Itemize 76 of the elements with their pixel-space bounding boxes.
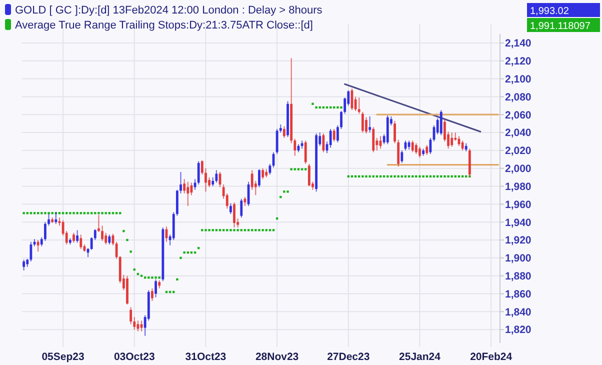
x-tick-label: 20Feb24 <box>470 351 512 363</box>
text: 1,993.02 <box>530 6 570 17</box>
candlestick <box>276 128 278 155</box>
candlestick <box>72 232 75 244</box>
candlestick <box>140 320 143 332</box>
legend-label: Average True Range Trailing Stops:Dy:21:3.75ATR Close::[d] <box>15 20 313 32</box>
candlestick <box>304 140 307 164</box>
candlestick <box>136 320 140 332</box>
candlestick <box>440 110 442 136</box>
y-tick-label: 1,940 <box>505 216 532 229</box>
candlestick <box>282 126 286 138</box>
candlestick <box>240 198 243 218</box>
y-tick-label: 2,080 <box>505 91 532 104</box>
y-tick-label: 2,000 <box>505 163 532 176</box>
candlestick <box>130 306 132 325</box>
candlestick <box>336 124 339 143</box>
y-tick-label: 2,120 <box>505 56 532 68</box>
candlestick <box>444 118 446 142</box>
candlestick <box>215 170 218 184</box>
y-tick-label: 2,140 <box>505 38 532 50</box>
x-tick-label: 05Sep23 <box>42 351 85 363</box>
candlestick <box>180 171 182 194</box>
y-tick-label: 1,820 <box>505 324 532 336</box>
candlestick <box>183 178 186 194</box>
candlestick <box>418 146 421 158</box>
y-tick-label: 1,860 <box>505 288 532 300</box>
candlestick <box>233 202 236 228</box>
candlestick <box>76 230 79 244</box>
candlestick <box>154 278 157 298</box>
candlestick <box>372 126 375 153</box>
legend-label: GOLD [ GC ]:Dy:[d] 13Feb2024 12:00 London : Delay > 8hours <box>15 4 323 16</box>
candlestick <box>22 259 26 271</box>
candlestick <box>229 202 232 215</box>
candlestick <box>108 234 111 245</box>
candlestick <box>258 168 260 188</box>
candlestick <box>80 234 82 250</box>
candlestick <box>101 225 104 242</box>
candlestick <box>400 150 404 164</box>
x-tick-label: 31Oct23 <box>185 351 226 363</box>
candlestick <box>208 176 210 188</box>
candlestick <box>36 240 40 252</box>
candlestick <box>426 144 428 156</box>
candlestick <box>414 142 418 155</box>
y-tick-label: 2,060 <box>505 109 532 122</box>
y-tick-label: 2,040 <box>505 127 532 140</box>
y-tick-label: 2,100 <box>505 73 532 86</box>
candlestick <box>429 137 432 155</box>
candlestick <box>322 132 325 153</box>
candlestick <box>411 140 414 153</box>
x-tick-label: 28Nov23 <box>255 351 299 363</box>
candlestick <box>48 214 50 226</box>
y-tick-label: 1,920 <box>505 234 532 247</box>
y-tick-label: 1,900 <box>505 252 532 265</box>
candlestick <box>329 128 332 148</box>
x-tick-label: 03Oct23 <box>114 351 155 363</box>
text: 1,991.118097 <box>530 21 591 32</box>
candlestick <box>361 111 364 134</box>
x-tick-label: 27Dec23 <box>327 351 370 363</box>
candlestick <box>197 160 200 185</box>
candlestick <box>262 168 264 180</box>
candlestick <box>365 116 368 134</box>
y-tick-label: 2,020 <box>505 145 532 158</box>
candlestick <box>44 222 46 242</box>
candlestick <box>450 132 454 148</box>
candlestick <box>332 128 336 142</box>
candlestick <box>186 181 190 206</box>
y-tick-label: 1,980 <box>505 180 532 193</box>
candlestick <box>268 163 272 176</box>
candlestick <box>368 116 372 134</box>
y-tick-label: 1,840 <box>505 306 532 318</box>
candlestick <box>98 214 100 232</box>
x-tick-label: 25Jan24 <box>399 351 441 363</box>
candlestick <box>151 288 154 302</box>
y-tick-label: 1,960 <box>505 198 532 211</box>
y-tick-label: 1,880 <box>505 270 532 282</box>
candlestick <box>358 97 360 114</box>
